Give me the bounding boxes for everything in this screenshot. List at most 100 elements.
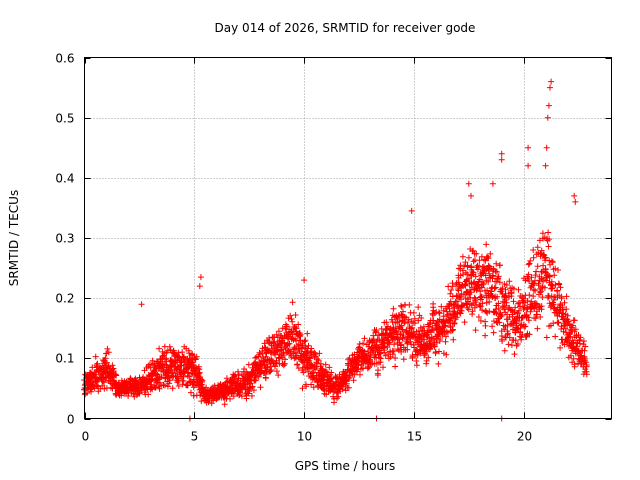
data-point [413,358,420,364]
data-point [438,303,445,310]
data-point [418,315,425,321]
data-point [304,351,311,357]
y-tick-label: 0 [67,413,75,427]
data-point [496,279,503,286]
data-point [436,309,442,316]
data-point [246,388,253,395]
y-axis-label: SRMTID / TECUs [7,190,21,286]
data-point [484,253,491,260]
data-point [331,399,337,406]
data-point [297,331,304,338]
data-point [542,268,549,275]
data-point [398,303,405,310]
data-point [581,347,588,354]
data-point [153,370,160,377]
data-point [494,293,501,300]
data-point [542,162,549,169]
data-point [356,341,363,347]
data-point [404,346,411,353]
x-axis-label: GPS time / hours [295,459,396,473]
data-point [389,319,396,325]
data-point [311,349,318,356]
data-point [468,289,474,296]
data-point [198,398,205,405]
data-point [474,266,481,273]
data-point [484,287,491,294]
data-point [447,310,453,317]
data-point [364,365,371,372]
data-point [450,308,457,315]
data-point [399,326,406,333]
data-point [443,351,450,358]
data-point [582,343,589,350]
data-point [125,393,132,399]
data-point [544,114,551,121]
data-point [516,299,523,306]
data-point [167,346,174,353]
data-point [512,337,519,344]
data-point [483,241,490,248]
data-point [540,276,547,283]
data-point [453,298,460,305]
data-point [499,338,506,344]
data-point [482,332,489,339]
data-point [458,296,464,303]
data-point [492,284,499,291]
data-point [99,378,106,385]
data-point [442,338,449,345]
data-point [337,382,344,389]
data-point [230,373,237,379]
data-point [88,388,94,395]
data-point [469,268,476,275]
data-point [572,198,579,205]
data-point [525,271,532,278]
data-point [400,356,407,363]
data-point [236,392,243,399]
data-point [522,323,529,330]
data-point [582,359,589,366]
data-point [479,300,486,307]
data-point [180,378,187,384]
data-point [141,389,148,396]
data-point [162,361,169,368]
data-point [515,286,522,293]
data-point [426,321,433,328]
data-point [536,237,543,244]
data-point [525,314,532,321]
data-point [580,338,587,345]
data-point [549,283,556,289]
data-point [527,308,534,315]
data-point [563,306,570,313]
data-point [432,350,439,357]
data-point [315,357,322,364]
data-point [520,295,527,302]
data-point [299,385,306,392]
data-point [548,78,555,85]
data-point [561,341,568,348]
data-point [380,364,386,371]
data-point [328,369,335,376]
data-point [317,381,324,388]
data-point [275,372,282,379]
data-point [196,283,203,290]
data-point [583,368,590,375]
data-point [268,367,275,373]
data-point [370,337,377,344]
data-point [450,336,457,343]
data-point [179,381,186,388]
data-points [81,78,590,422]
data-point [391,341,398,348]
data-point [138,301,145,308]
data-point [461,319,468,326]
data-point [392,355,399,361]
data-point [534,325,541,332]
data-point [322,361,329,368]
data-point [273,368,280,375]
data-point [361,335,368,342]
data-point [528,274,535,281]
data-point [517,322,524,329]
data-point [498,150,505,157]
data-point [306,357,313,364]
data-point [186,373,193,380]
data-point [546,236,553,243]
